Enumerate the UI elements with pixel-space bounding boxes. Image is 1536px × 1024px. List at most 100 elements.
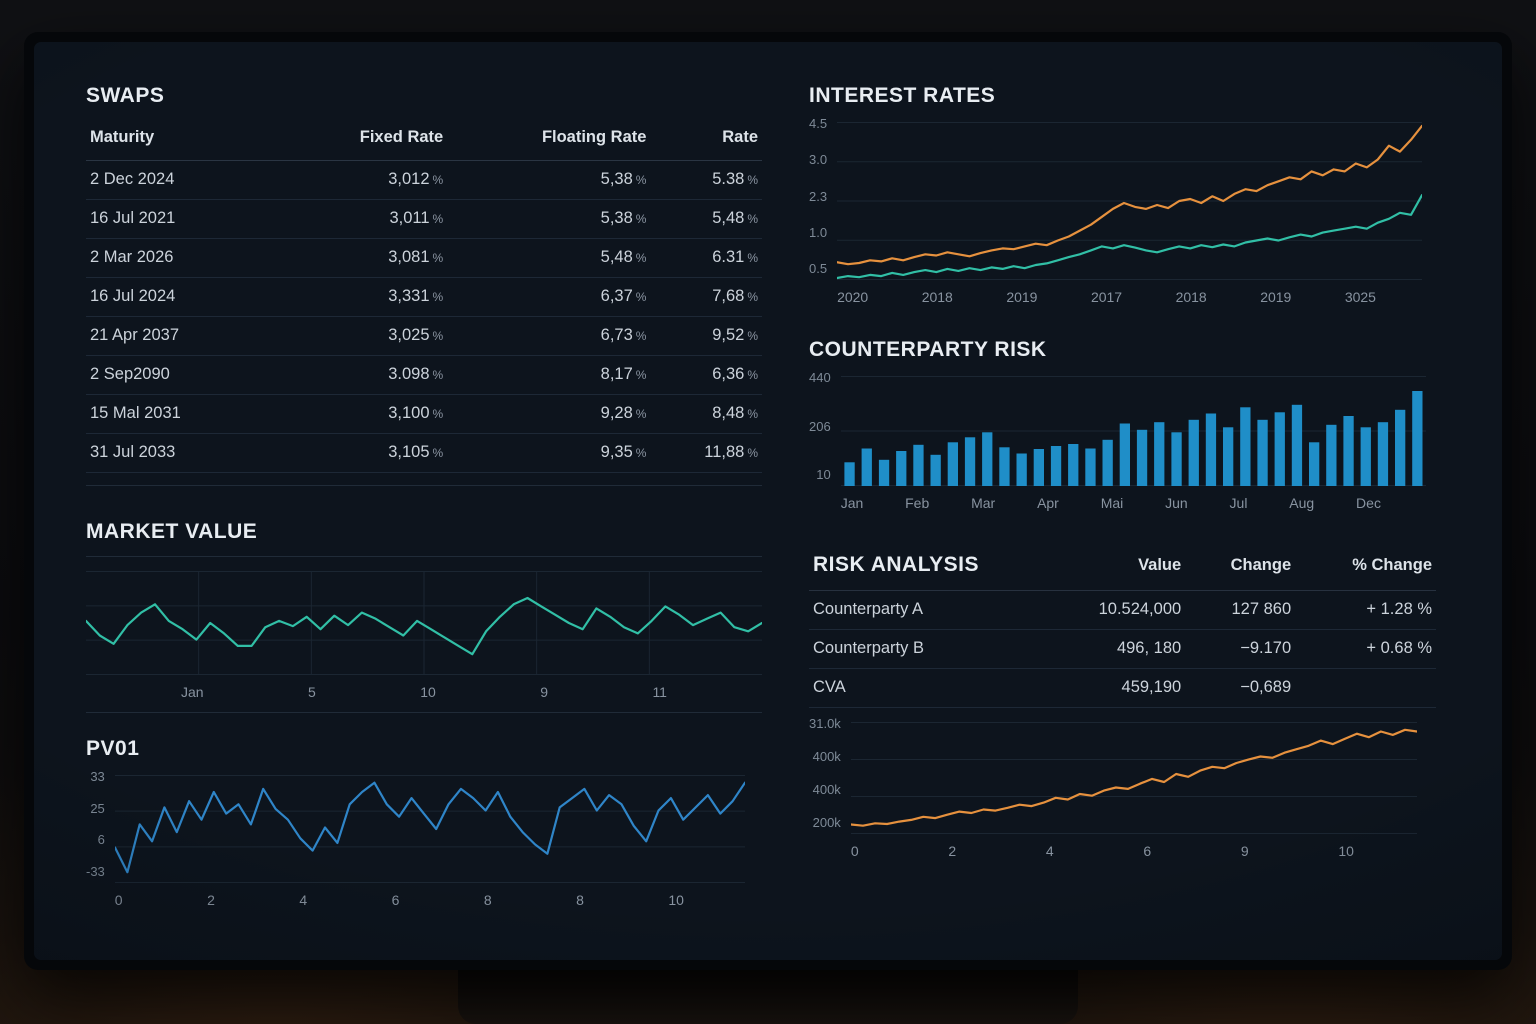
- fixed-rate-cell: 3,025%: [282, 316, 448, 356]
- exposure-chart: [850, 722, 1417, 834]
- floating-rate-cell: 9,35%: [447, 433, 651, 473]
- y-tick-label: 33: [90, 769, 105, 784]
- percent-unit: %: [747, 251, 758, 265]
- risk-pct-cell: + 1.28 %: [1295, 590, 1436, 630]
- x-tick-label: 0: [850, 843, 859, 859]
- swaps-table: Maturity Fixed Rate Floating Rate Rate 2 De…: [86, 116, 762, 473]
- percent-unit: %: [432, 290, 444, 304]
- x-tick-label: Jun: [1165, 495, 1188, 511]
- counterparty-risk-x-axis: Jan Feb Mar Apr Mai Jun Jul Aug Dec: [841, 486, 1436, 511]
- floating-rate-cell: 8,17%: [447, 355, 651, 395]
- floating-rate-cell: 9,28%: [447, 394, 651, 434]
- y-tick-label: 6: [97, 832, 105, 848]
- dashboard-content: SWAPS Maturity Fixed Rate Floating Rate Rat…: [34, 42, 1502, 960]
- risk-name-cell: Counterparty B: [809, 629, 1023, 669]
- percent-unit: %: [747, 329, 758, 343]
- risk-value-cell: 459,190: [1022, 668, 1186, 708]
- x-tick-label: Apr: [1037, 495, 1059, 511]
- y-tick-label: 10: [816, 467, 831, 482]
- x-tick-label: 6: [391, 892, 400, 908]
- rate-cell: 5,48%: [650, 199, 762, 239]
- maturity-cell: 21 Apr 2037: [86, 316, 283, 356]
- swaps-col-header: Fixed Rate: [282, 116, 448, 161]
- rate-cell: 8,48%: [650, 394, 762, 434]
- counterparty-risk-y-axis: 440 206 10: [809, 371, 831, 481]
- right-column: INTEREST RATES 4.5 3.0 2.3 1.0 0.5 2020 2018 2…: [809, 84, 1436, 960]
- y-tick-label: 400k: [812, 782, 841, 797]
- percent-unit: %: [432, 407, 444, 421]
- x-tick-label: 10: [1338, 843, 1354, 859]
- swaps-col-header: Maturity: [86, 116, 283, 161]
- rate-cell: 6,36%: [650, 355, 762, 395]
- x-tick-label: 2: [948, 843, 957, 859]
- percent-unit: %: [747, 407, 758, 421]
- percent-unit: %: [747, 212, 758, 226]
- interest-rates-chart: [837, 122, 1423, 280]
- y-tick-label: 31.0k: [809, 716, 841, 731]
- y-tick-label: 3.0: [809, 152, 828, 168]
- pv01-title: PV01: [86, 737, 140, 760]
- percent-unit: %: [432, 212, 444, 226]
- market-value-title-rule: [86, 556, 762, 557]
- swaps-row: 16 Jul 2024 3,331% 6,37% 7,68%: [86, 277, 762, 317]
- monitor-bezel: SWAPS Maturity Fixed Rate Floating Rate Rat…: [24, 32, 1512, 970]
- floating-rate-cell: 5,48%: [447, 238, 651, 278]
- x-tick-label: 5: [308, 684, 316, 700]
- fixed-rate-cell: 3,012%: [282, 160, 448, 200]
- risk-analysis-header-row: RISK ANALYSIS Value Change % Change: [809, 547, 1436, 591]
- x-tick-label: Jul: [1229, 495, 1248, 511]
- counterparty-risk-chart: [840, 376, 1426, 486]
- x-tick-label: 2020: [837, 289, 869, 305]
- fixed-rate-cell: 3,100%: [282, 394, 448, 434]
- percent-unit: %: [635, 290, 647, 304]
- maturity-cell: 31 Jul 2033: [86, 433, 283, 473]
- percent-unit: %: [635, 368, 647, 382]
- risk-analysis-title: RISK ANALYSIS: [809, 547, 1023, 591]
- risk-row: Counterparty B 496, 180 −9.170 + 0.68 %: [809, 629, 1436, 669]
- risk-value-cell: 496, 180: [1022, 629, 1186, 669]
- y-tick-label: 440: [809, 370, 831, 385]
- pv01-x-axis: 0 2 4 6 8 8 10: [115, 883, 762, 908]
- maturity-cell: 16 Jul 2024: [86, 277, 283, 317]
- y-tick-label: 2.3: [809, 188, 828, 204]
- swaps-row: 2 Dec 2024 3,012% 5,38% 5.38%: [86, 160, 762, 200]
- percent-unit: %: [747, 446, 758, 460]
- counterparty-risk-title: COUNTERPARTY RISK: [809, 338, 1047, 361]
- x-tick-label: 10: [420, 684, 436, 700]
- market-value-divider: [86, 712, 762, 713]
- x-tick-label: Feb: [905, 495, 930, 511]
- maturity-cell: 15 Mal 2031: [86, 394, 283, 434]
- x-tick-label: 8: [576, 892, 584, 908]
- swaps-row: 15 Mal 2031 3,100% 9,28% 8,48%: [86, 394, 762, 434]
- percent-unit: %: [432, 329, 444, 343]
- swaps-title: SWAPS: [86, 84, 165, 107]
- x-tick-label: Aug: [1289, 495, 1315, 511]
- percent-unit: %: [635, 446, 647, 460]
- x-tick-label: 2019: [1260, 289, 1292, 305]
- risk-row: CVA 459,190 −0,689: [809, 668, 1436, 708]
- interest-rates-panel: INTEREST RATES 4.5 3.0 2.3 1.0 0.5 2020 2018 2…: [809, 84, 1436, 305]
- risk-col-change: Change: [1185, 547, 1296, 591]
- pv01-chart: [114, 775, 745, 883]
- x-tick-label: 8: [483, 892, 492, 908]
- floating-rate-cell: 5,38%: [447, 199, 651, 239]
- floating-rate-cell: 6,37%: [447, 277, 651, 317]
- percent-unit: %: [432, 446, 444, 460]
- fixed-rate-cell: 3.098%: [282, 355, 448, 395]
- x-tick-label: 9: [540, 684, 549, 700]
- swaps-row: 16 Jul 2021 3,011% 5,38% 5,48%: [86, 199, 762, 239]
- market-value-title: MARKET VALUE: [86, 520, 258, 543]
- risk-col-value: Value: [1022, 547, 1186, 591]
- pv01-y-axis: 33 25 6 -33: [86, 770, 105, 878]
- x-tick-label: 3025: [1344, 289, 1376, 305]
- x-tick-label: 0: [114, 892, 123, 908]
- x-tick-label: 2018: [921, 289, 953, 305]
- swaps-divider: [86, 485, 762, 486]
- x-tick-label: 9: [1240, 843, 1249, 859]
- y-tick-label: 1.0: [809, 224, 828, 240]
- maturity-cell: 2 Sep2090: [86, 355, 283, 395]
- risk-name-cell: Counterparty A: [809, 590, 1023, 630]
- y-tick-label: 206: [809, 418, 831, 434]
- x-tick-label: Dec: [1356, 495, 1381, 511]
